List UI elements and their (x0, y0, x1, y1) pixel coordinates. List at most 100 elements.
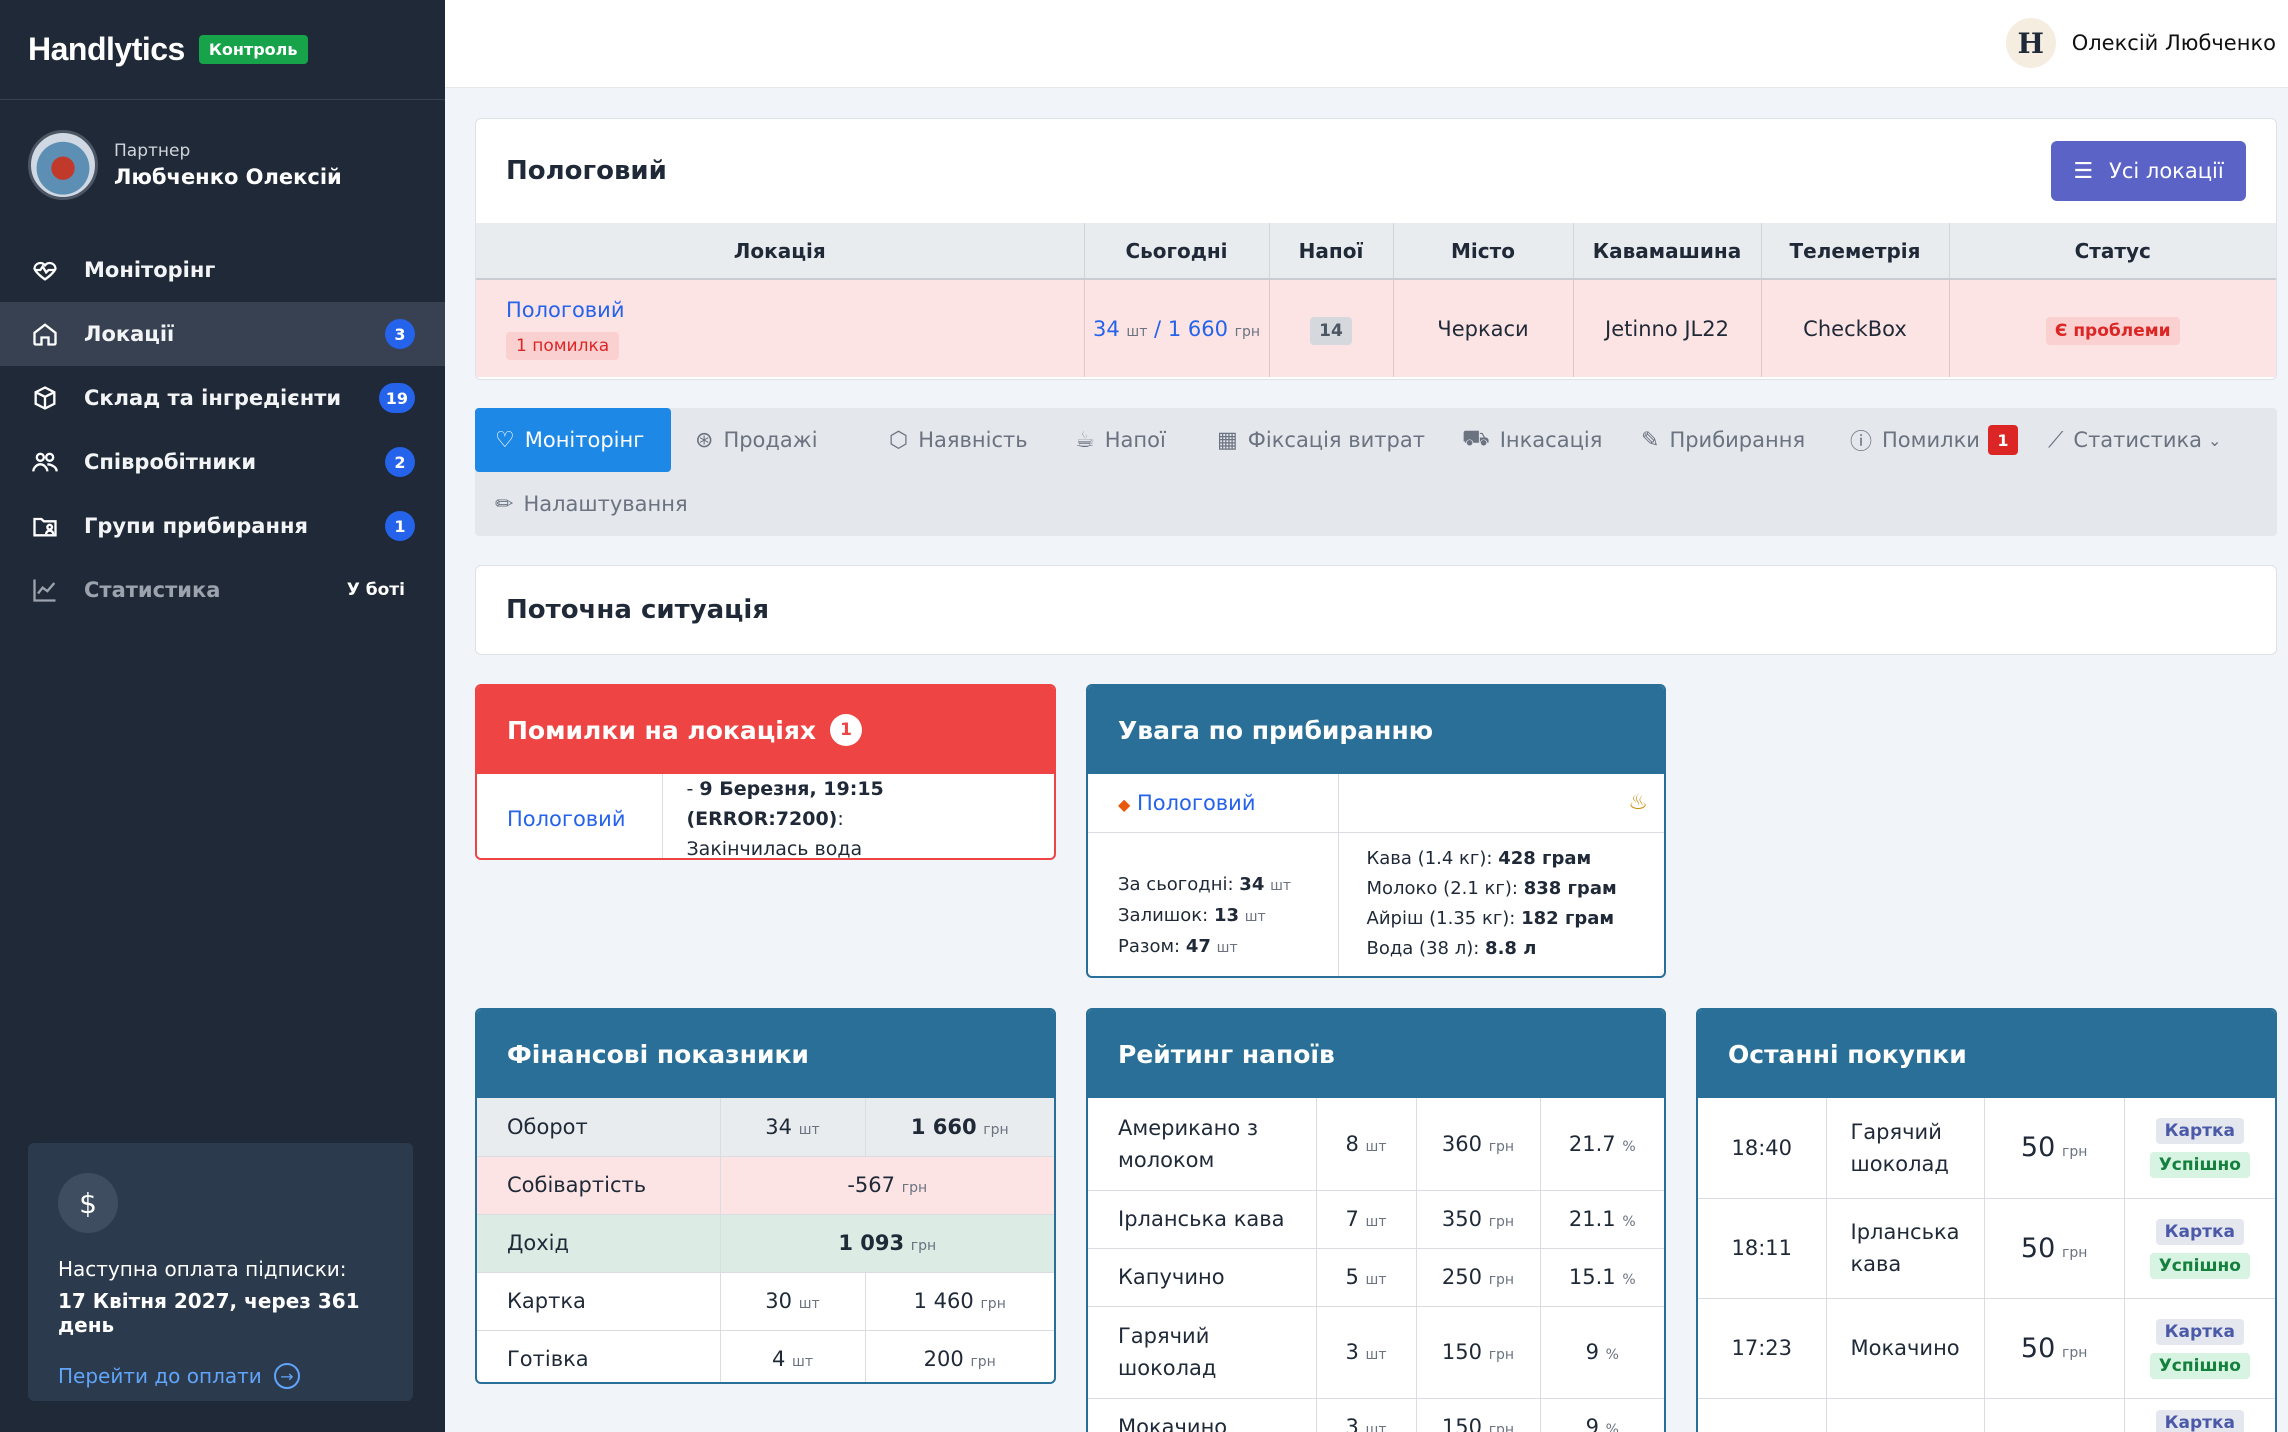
ingredient-label: Кава (1.4 кг): (1366, 848, 1493, 870)
finance-panel-header: Фінансові показники (477, 1010, 1054, 1098)
unit: % (1622, 1214, 1636, 1230)
tab-bar: ♡ Моніторінг ⊛ Продажі ⬡ Наявність ☕ Напої ▦… (475, 408, 2277, 536)
cleaning-table: ◆ Пологовий ♨ За сьогодні: 34 шт Залишок… (1088, 774, 1664, 976)
fire-icon: ♨ (1628, 790, 1648, 816)
rating-table: Американо з молоком 8 шт 360 грн 21.7 % … (1088, 1098, 1664, 1432)
sidebar-item-statistics[interactable]: Статистика У боті (0, 558, 445, 622)
purchases-table: 18:40 Гарячий шоколад 50 грн Картка Успіш… (1698, 1098, 2275, 1432)
tab-sales[interactable]: ⊛ Продажі (675, 408, 838, 472)
table-row: Ірланська кава 7 шт 350 грн 21.1 % (1088, 1190, 1664, 1249)
tab-label: Напої (1104, 428, 1166, 452)
count-badge: 3 (385, 319, 415, 349)
table-row: Пологовий 1 помилка 34 шт / 1 660 грн 14… (476, 279, 2276, 377)
table-row: Оборот 34 шт 1 660 грн (477, 1098, 1054, 1157)
unit: шт (1244, 908, 1266, 925)
dollar-circle-icon: ⊛ (695, 427, 714, 453)
qty: 7 (1345, 1207, 1359, 1231)
box-icon: ⬡ (889, 427, 909, 453)
tab-statistics[interactable]: ⟋ Статистика ⌄ (2028, 408, 2241, 472)
table-row: Картка (1698, 1398, 2275, 1432)
unit: шт (1126, 323, 1148, 340)
tab-expenses[interactable]: ▦ Фіксація витрат (1197, 408, 1445, 472)
brand-name[interactable]: Handlytics (28, 31, 185, 67)
sidebar-item-label: Співробітники (84, 450, 257, 474)
unit: грн (1488, 1347, 1515, 1363)
sidebar: Handlytics Контроль Партнер Любченко Оле… (0, 0, 445, 1432)
sum: 1 093 (838, 1231, 905, 1255)
sidebar-item-monitoring[interactable]: Моніторінг (0, 238, 445, 302)
tab-cleaning[interactable]: ✎ Прибирання (1621, 408, 1825, 472)
drinks-count: 14 (1310, 316, 1352, 345)
cleaning-location[interactable]: ◆ Пологовий (1088, 774, 1339, 833)
count-badge: 1 (830, 714, 862, 746)
sum: 200 (923, 1347, 964, 1372)
today-count: 34 (1092, 316, 1120, 341)
tab-errors[interactable]: ⓘ Помилки 1 (1830, 408, 2038, 472)
arrow-right-icon: → (273, 1363, 300, 1389)
sum: 50 (2020, 1332, 2056, 1364)
percent: 9 (1585, 1415, 1599, 1432)
tab-label: Помилки (1882, 428, 1980, 452)
brand: Handlytics Контроль (0, 0, 445, 100)
avatar[interactable] (28, 130, 98, 200)
unit: шт (1365, 1138, 1387, 1155)
ingredient-value: 182 грам (1521, 908, 1615, 930)
stat-value: 13 (1213, 904, 1239, 926)
unit: шт (1216, 939, 1238, 956)
location-link[interactable]: Пологовий (506, 297, 625, 322)
tab-label: Прибирання (1669, 428, 1806, 452)
table-row: 18:11 Ірланська кава 50 грн Картка Успішн… (1698, 1198, 2275, 1299)
error-details: - 9 Березня, 19:15 (ERROR:7200): Закінчи… (662, 774, 1054, 858)
separator: / (1154, 316, 1162, 341)
stat-label: Залишок: (1118, 904, 1209, 926)
time: 18:40 (1698, 1098, 1827, 1199)
table-row: Мокачино 3 шт 150 грн 9 % (1088, 1398, 1664, 1432)
today-sales[interactable]: 34 шт / 1 660 грн (1084, 279, 1270, 377)
user-menu[interactable]: H Олексій Любченко (2005, 18, 2276, 68)
purchases-panel: Останні покупки 18:40 Гарячий шоколад 50… (1696, 1008, 2277, 1432)
qty: 3 (1345, 1340, 1359, 1364)
payment-label: Наступна оплата підписки: (58, 1257, 347, 1281)
sum: 1 460 (913, 1289, 974, 1313)
table-row: Картка 30 шт 1 460 грн (477, 1272, 1054, 1331)
all-locations-button[interactable]: ☰ Усі локації (2051, 141, 2246, 201)
chevron-down-icon: ⌄ (2208, 430, 2222, 450)
col-header: Телеметрія (1761, 223, 1950, 280)
sidebar-item-cleaning-groups[interactable]: Групи прибирання 1 (0, 494, 445, 558)
machine-cell: Jetinno JL22 (1573, 279, 1762, 377)
error-count-badge[interactable]: 1 помилка (506, 331, 620, 360)
stat-label: Разом: (1118, 935, 1181, 957)
tab-monitoring[interactable]: ♡ Моніторінг (475, 408, 671, 472)
pay-link[interactable]: Перейти до оплати → (58, 1363, 383, 1389)
sum: 150 (1441, 1340, 1482, 1364)
tab-label: Моніторінг (524, 428, 645, 452)
table-row: 17:23 Мокачино 50 грн Картка Успішно (1698, 1298, 2275, 1399)
errors-panel-header: Помилки на локаціях 1 (477, 686, 1054, 774)
folder-user-icon (30, 511, 60, 541)
unit: % (1605, 1422, 1619, 1432)
sidebar-item-staff[interactable]: Співробітники 2 (0, 430, 445, 494)
qty: 4 (771, 1347, 786, 1372)
col-header: Кавамашина (1573, 223, 1762, 280)
sidebar-item-stock[interactable]: Склад та інгредієнти 19 (0, 366, 445, 430)
user-name: Олексій Любченко (2071, 31, 2276, 55)
tab-drinks[interactable]: ☕ Напої (1055, 408, 1186, 472)
tab-collection[interactable]: ⛟ Інкасація (1442, 408, 1622, 472)
user-logo: H (2005, 18, 2056, 68)
tab-availability[interactable]: ⬡ Наявність (869, 408, 1048, 472)
sum: 1 660 (910, 1114, 977, 1139)
brand-badge: Контроль (198, 35, 308, 64)
chart-icon: ⟋ (2048, 427, 2064, 453)
cleaning-panel: Увага по прибиранню ◆ Пологовий ♨ За сьо… (1086, 684, 1666, 978)
error-location-link[interactable]: Пологовий (477, 774, 663, 858)
sidebar-item-locations[interactable]: Локації 3 (0, 302, 445, 366)
ingredient-value: 8.8 л (1485, 938, 1537, 960)
situation-card: Поточна ситуація (475, 565, 2277, 655)
error-date: 9 Березня, 19:15 (ERROR:7200) (686, 778, 884, 830)
finance-table: Оборот 34 шт 1 660 грн Собівартість -567… (477, 1098, 1054, 1382)
unit: грн (2061, 1244, 2088, 1261)
tab-settings[interactable]: ✏ Налаштування (475, 472, 708, 536)
qty: 3 (1345, 1415, 1359, 1432)
count-badge: 1 (385, 511, 415, 541)
count-badge: 2 (385, 447, 415, 477)
